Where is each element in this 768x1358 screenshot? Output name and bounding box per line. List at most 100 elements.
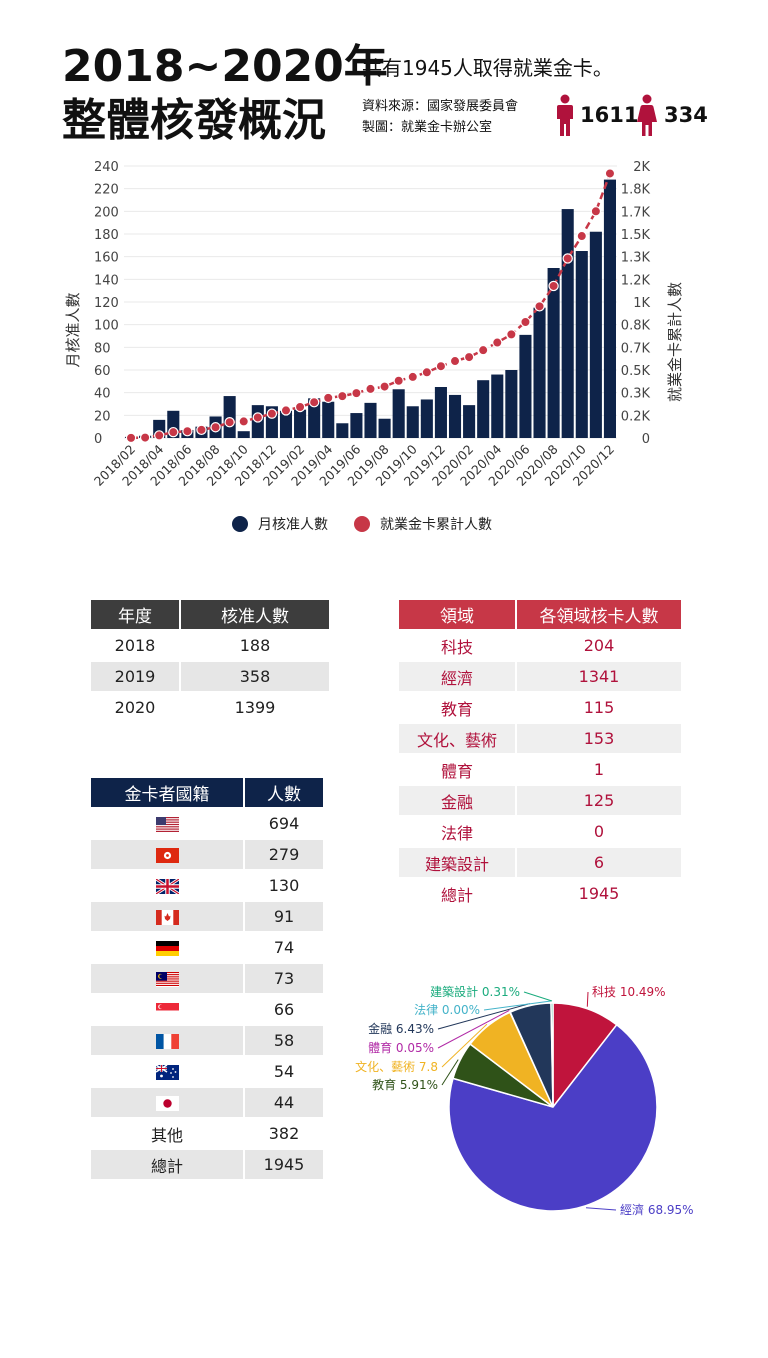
source-line: 資料來源：國家發展委員會 bbox=[362, 99, 519, 114]
table-row: 44 bbox=[91, 1088, 323, 1117]
domain-pie-chart: 科技 10.49% 經濟 68.95% 教育 5.91% 文化、藝術 7.8 體育 0.… bbox=[355, 984, 693, 1217]
line-point bbox=[224, 417, 235, 428]
domain-cell: 經濟 bbox=[399, 662, 515, 691]
germany-flag-icon bbox=[155, 941, 179, 956]
bar bbox=[406, 406, 419, 438]
line-point bbox=[506, 329, 517, 340]
pie-slice bbox=[552, 1002, 618, 1110]
y-right-tick-label: 0.7K bbox=[621, 341, 651, 356]
pie-leader-line bbox=[586, 991, 589, 1007]
table-row: 金融 125 bbox=[399, 786, 681, 815]
line-point bbox=[168, 426, 179, 438]
domain-cell: 體育 bbox=[440, 761, 473, 781]
pie-slice bbox=[448, 1023, 658, 1212]
other-label: 其他 bbox=[150, 1125, 183, 1145]
line-point bbox=[379, 381, 390, 392]
line-point bbox=[238, 416, 249, 427]
bar bbox=[364, 402, 377, 438]
line-point bbox=[534, 301, 545, 312]
table-row: 279 bbox=[91, 840, 323, 869]
count-cell: 1 bbox=[593, 760, 605, 779]
france-flag-icon bbox=[155, 1034, 179, 1049]
bar-legend-label: 月核准人數 bbox=[258, 517, 328, 533]
table-row: 總計 1945 bbox=[399, 879, 681, 908]
line-legend-label: 就業金卡累計人數 bbox=[380, 517, 492, 533]
bar bbox=[294, 409, 307, 438]
line-point bbox=[252, 412, 264, 423]
count-cell: 279 bbox=[245, 840, 323, 869]
bar-legend-marker bbox=[232, 516, 248, 532]
y-left-tick-label: 220 bbox=[94, 183, 119, 198]
pie-label: 建築設計 0.31% bbox=[430, 984, 520, 999]
domain-cell: 法律 bbox=[440, 823, 473, 843]
line-point bbox=[421, 367, 433, 378]
count-cell: 58 bbox=[245, 1026, 323, 1055]
bar bbox=[392, 389, 405, 438]
bar bbox=[434, 387, 447, 438]
table-row: 體育 1 bbox=[399, 755, 681, 784]
count-cell: 66 bbox=[273, 1000, 295, 1019]
table-row: 文化、藝術 153 bbox=[399, 724, 681, 753]
y-left-tick-label: 80 bbox=[94, 341, 111, 356]
y-right-tick-label: 0.8K bbox=[621, 319, 651, 334]
line-point bbox=[351, 387, 362, 399]
table-row: 其他 382 bbox=[91, 1119, 323, 1148]
bar bbox=[322, 401, 335, 438]
bar bbox=[533, 307, 546, 438]
line-point bbox=[463, 351, 475, 363]
us-flag-icon bbox=[155, 817, 179, 832]
y-left-tick-label: 60 bbox=[94, 364, 111, 379]
line-point bbox=[308, 397, 320, 408]
pie-leader-line bbox=[483, 1000, 551, 1011]
pie-label: 金融 6.43% bbox=[368, 1021, 434, 1036]
bar bbox=[603, 179, 616, 438]
y-left-tick-label: 40 bbox=[94, 387, 111, 402]
nationality-table: 金卡者國籍 人數 694 279 130 91 74 73 66 58 54 4… bbox=[89, 776, 325, 1181]
year-table: 年度 核准人數 2018 188 2019 358 2020 1399 bbox=[89, 598, 331, 724]
line-point bbox=[435, 360, 447, 372]
table-row: 54 bbox=[91, 1057, 323, 1086]
line-point bbox=[604, 168, 616, 179]
year-cell: 2020 bbox=[114, 698, 156, 717]
count-cell: 1341 bbox=[517, 662, 681, 691]
title-line-1: 2018~2020年 bbox=[62, 41, 388, 92]
y-right-tick-label: 0 bbox=[642, 432, 650, 447]
pie-leader-line bbox=[523, 991, 553, 1002]
australia-flag-icon bbox=[155, 1065, 179, 1080]
y-left-tick-label: 20 bbox=[94, 409, 111, 424]
pie-leader-line bbox=[585, 1207, 617, 1211]
table-row: 經濟 1341 bbox=[399, 662, 681, 691]
y-right-tick-label: 1.2K bbox=[621, 273, 651, 288]
count-cell: 1399 bbox=[234, 698, 276, 717]
line-point bbox=[407, 371, 418, 383]
y-right-tick-label: 1K bbox=[633, 296, 650, 311]
pie-label: 教育 5.91% bbox=[372, 1077, 438, 1092]
table-row: 法律 0 bbox=[399, 817, 681, 846]
line-point bbox=[449, 355, 461, 367]
line-point bbox=[337, 390, 348, 402]
year-cell: 2019 bbox=[91, 662, 179, 691]
table-row: 科技 204 bbox=[399, 631, 681, 660]
line-point bbox=[294, 401, 306, 413]
line-point bbox=[477, 344, 489, 356]
bar bbox=[505, 370, 518, 438]
chart-legend: 月核准人數 就業金卡累計人數 bbox=[232, 514, 492, 534]
pie-slice bbox=[550, 1002, 554, 1108]
japan-flag-icon bbox=[155, 1096, 179, 1111]
table-row: 73 bbox=[91, 964, 323, 993]
other-count: 382 bbox=[268, 1124, 300, 1143]
nationality-header: 金卡者國籍 bbox=[91, 778, 243, 807]
bar bbox=[378, 418, 391, 438]
line-point bbox=[520, 316, 531, 328]
y-right-tick-label: 1.7K bbox=[621, 205, 651, 220]
table-row: 130 bbox=[91, 871, 323, 900]
count-cell: 204 bbox=[583, 636, 615, 655]
y-right-tick-label: 1.5K bbox=[621, 228, 651, 243]
count-cell: 115 bbox=[583, 698, 615, 717]
pie-label: 文化、藝術 7.8 bbox=[355, 1059, 438, 1074]
line-point bbox=[125, 432, 137, 444]
y-left-tick-label: 240 bbox=[94, 160, 119, 175]
singapore-flag-icon bbox=[155, 1003, 179, 1018]
bar bbox=[237, 431, 250, 438]
male-count-group: 1611 bbox=[556, 93, 638, 137]
